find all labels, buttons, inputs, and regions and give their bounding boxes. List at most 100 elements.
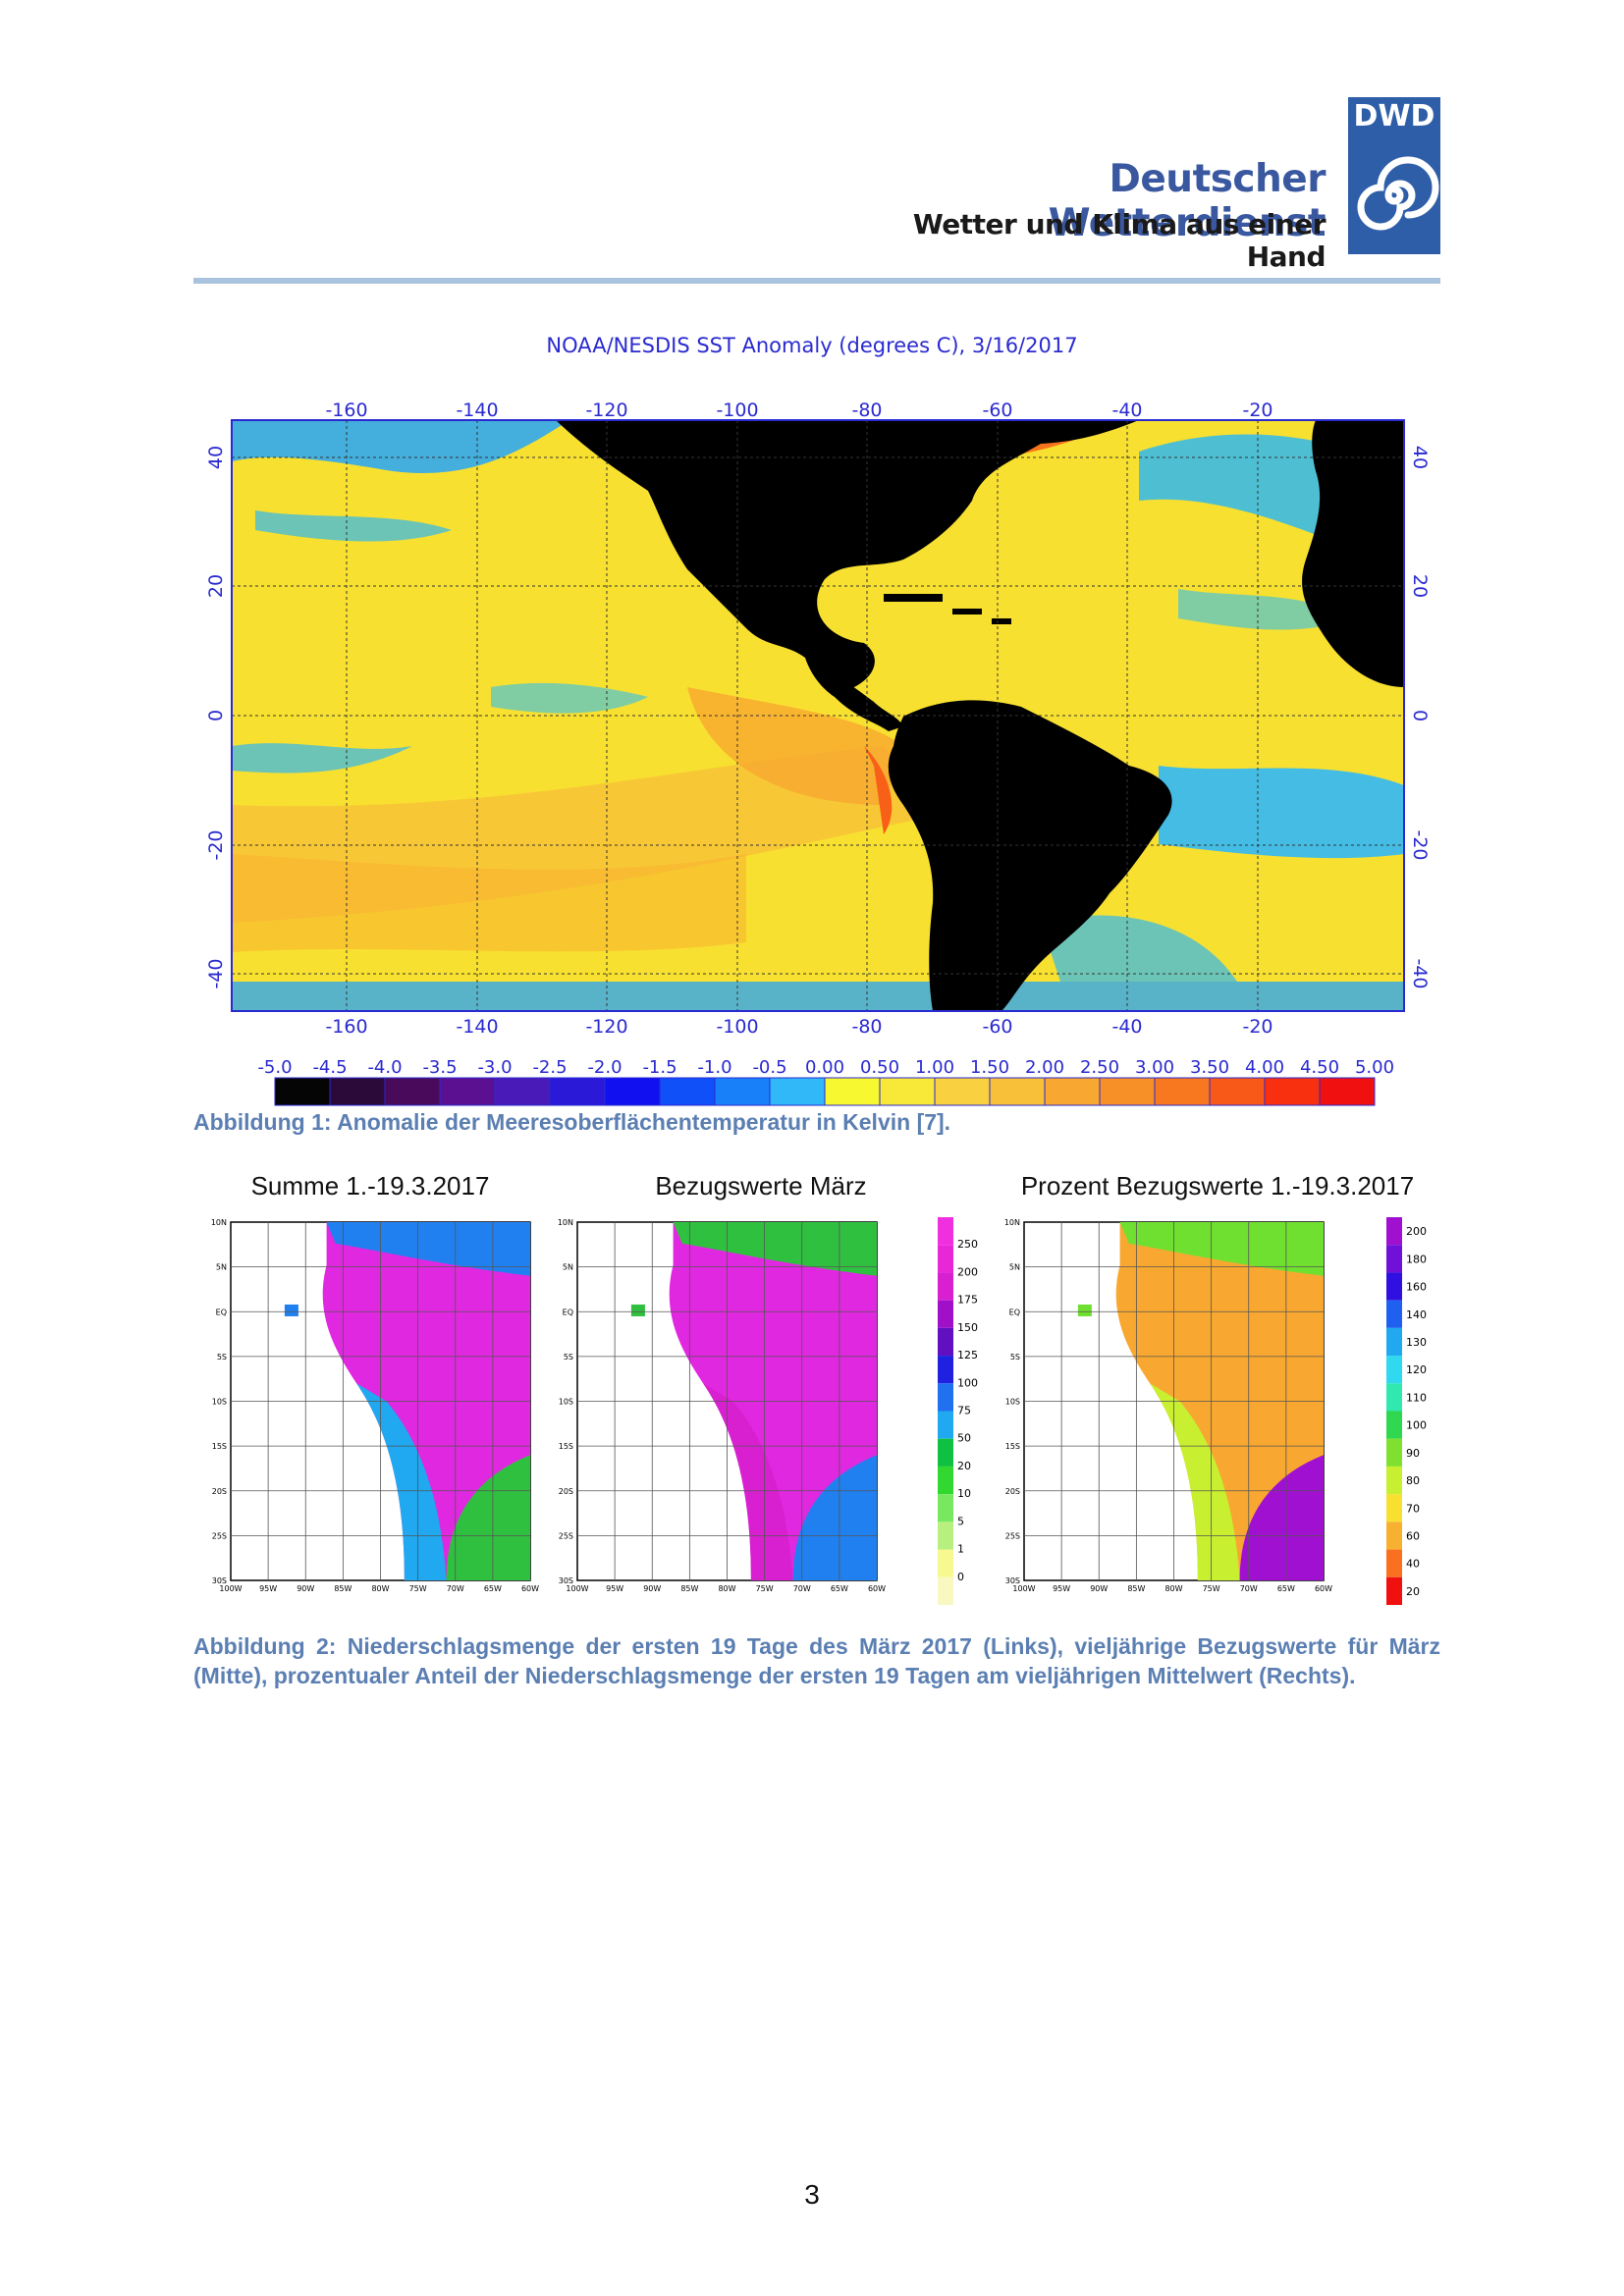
brand-name: Deutscher Wetterdienst [1048,157,1326,245]
colorbar-swatch [1099,1077,1156,1106]
lon-label: 100W [219,1584,242,1593]
lon-tick-bottom: -140 [456,1016,498,1038]
scale-label: 0 [957,1571,964,1583]
colorbar-swatch [1209,1077,1266,1106]
lat-label: EQ [216,1308,227,1316]
lat-label: 20S [1005,1487,1020,1496]
scale-swatch [938,1549,953,1577]
colorbar-label: -2.5 [532,1057,567,1078]
lon-label: 75W [409,1584,427,1593]
colorbar-label: 1.00 [915,1057,954,1078]
panel-title-reference: Bezugswerte März [655,1171,867,1201]
lon-label: 80W [371,1584,389,1593]
lat-label: 5S [564,1353,573,1362]
scale-label: 75 [957,1405,971,1417]
lat-label: EQ [563,1308,573,1316]
lon-tick-top: -140 [456,400,498,421]
colorbar-swatch [934,1077,991,1106]
scale-swatch [1386,1411,1402,1439]
scale-swatch [1386,1576,1402,1605]
lat-label: 5S [1010,1353,1020,1362]
lon-label: 100W [1012,1584,1035,1593]
lat-label: 30S [559,1576,573,1585]
colorbar-swatch [604,1077,661,1106]
scale-swatch [1386,1466,1402,1495]
lon-label: 75W [1203,1584,1220,1593]
scale-label: 20 [957,1460,971,1472]
scale-swatch [1386,1549,1402,1577]
colorbar-label: 2.50 [1080,1057,1119,1078]
lon-label: 90W [1090,1584,1108,1593]
lat-tick-left: -20 [205,829,227,860]
lon-tick-bottom: -60 [982,1016,1012,1038]
colorbar-label: -5.0 [257,1057,292,1078]
spiral-icon [1357,156,1439,231]
scale-swatch [938,1438,953,1467]
lat-label: 10N [558,1218,573,1227]
colorbar-label: -0.5 [752,1057,786,1078]
lon-label: 60W [868,1584,886,1593]
colorbar-swatch [1044,1077,1101,1106]
scale-label: 40 [1406,1558,1420,1571]
scale-swatch [938,1411,953,1439]
lat-label: 15S [212,1442,227,1451]
lat-label: 20S [559,1487,573,1496]
precip-percent-scale: 200 180 160 140 130 120 110 100 90 80 70 60 40 20 [1386,1217,1427,1605]
figure2-caption: Abbildung 2: Niederschlagsmenge der erst… [193,1633,1440,1688]
lat-label: 10S [559,1398,573,1407]
colorbar-swatch [769,1077,826,1106]
scale-label: 20 [1406,1585,1420,1598]
scale-label: 140 [1406,1308,1427,1321]
scale-label: 90 [1406,1447,1420,1460]
lat-label: 20S [212,1487,227,1496]
lon-label: 90W [643,1584,661,1593]
colorbar-label: 2.00 [1025,1057,1064,1078]
scale-label: 10 [957,1487,971,1500]
lat-label: 30S [1005,1576,1020,1585]
scale-swatch [938,1522,953,1550]
scale-label: 5 [957,1515,964,1527]
lat-tick-right: -20 [1409,829,1431,860]
scale-swatch [938,1576,953,1605]
lat-label: 15S [1005,1442,1020,1451]
colorbar-label: -1.5 [642,1057,677,1078]
scale-swatch [1386,1217,1402,1246]
scale-label: 50 [957,1432,971,1445]
lon-tick-bottom: -40 [1111,1016,1142,1038]
scale-swatch [938,1300,953,1328]
scale-label: 200 [1406,1225,1427,1238]
lat-tick-left: 20 [205,574,227,598]
panel-title-percent: Prozent Bezugswerte 1.-19.3.2017 [1020,1171,1415,1201]
colorbar-swatch [549,1077,606,1106]
lat-tick-left: -40 [205,958,227,988]
colorbar-label: 3.50 [1190,1057,1229,1078]
lon-label: 80W [1164,1584,1182,1593]
colorbar-label: 4.50 [1300,1057,1339,1078]
lat-tick-left: 0 [205,710,227,721]
lat-tick-right: 20 [1409,574,1431,598]
lon-tick-bottom: -20 [1242,1016,1272,1038]
colorbar-swatch [714,1077,771,1106]
colorbar-swatch [439,1077,496,1106]
header-rule [193,278,1440,284]
lon-tick-top: -60 [982,400,1012,421]
figure1-caption: Abbildung 1: Anomalie der Meeresoberfläc… [193,1109,951,1135]
panel-title-sum: Summe 1.-19.3.2017 [250,1171,490,1201]
brand-tagline: Wetter und Klima aus einer Hand [912,208,1326,273]
colorbar-label: 0.00 [805,1057,844,1078]
dwd-logo: DWD [1348,97,1440,254]
page-number: 3 [804,2179,820,2210]
colorbar-label: -4.5 [312,1057,347,1078]
colorbar-label: -2.0 [587,1057,622,1078]
lon-tick-top: -120 [585,400,627,421]
colorbar-label: -3.5 [422,1057,457,1078]
lat-label: 10N [211,1218,227,1227]
logo-text: DWD [1353,99,1435,133]
colorbar-swatch [329,1077,386,1106]
scale-swatch [938,1466,953,1495]
lon-label: 85W [680,1584,698,1593]
scale-label: 130 [1406,1336,1427,1349]
colorbar-swatch [824,1077,881,1106]
